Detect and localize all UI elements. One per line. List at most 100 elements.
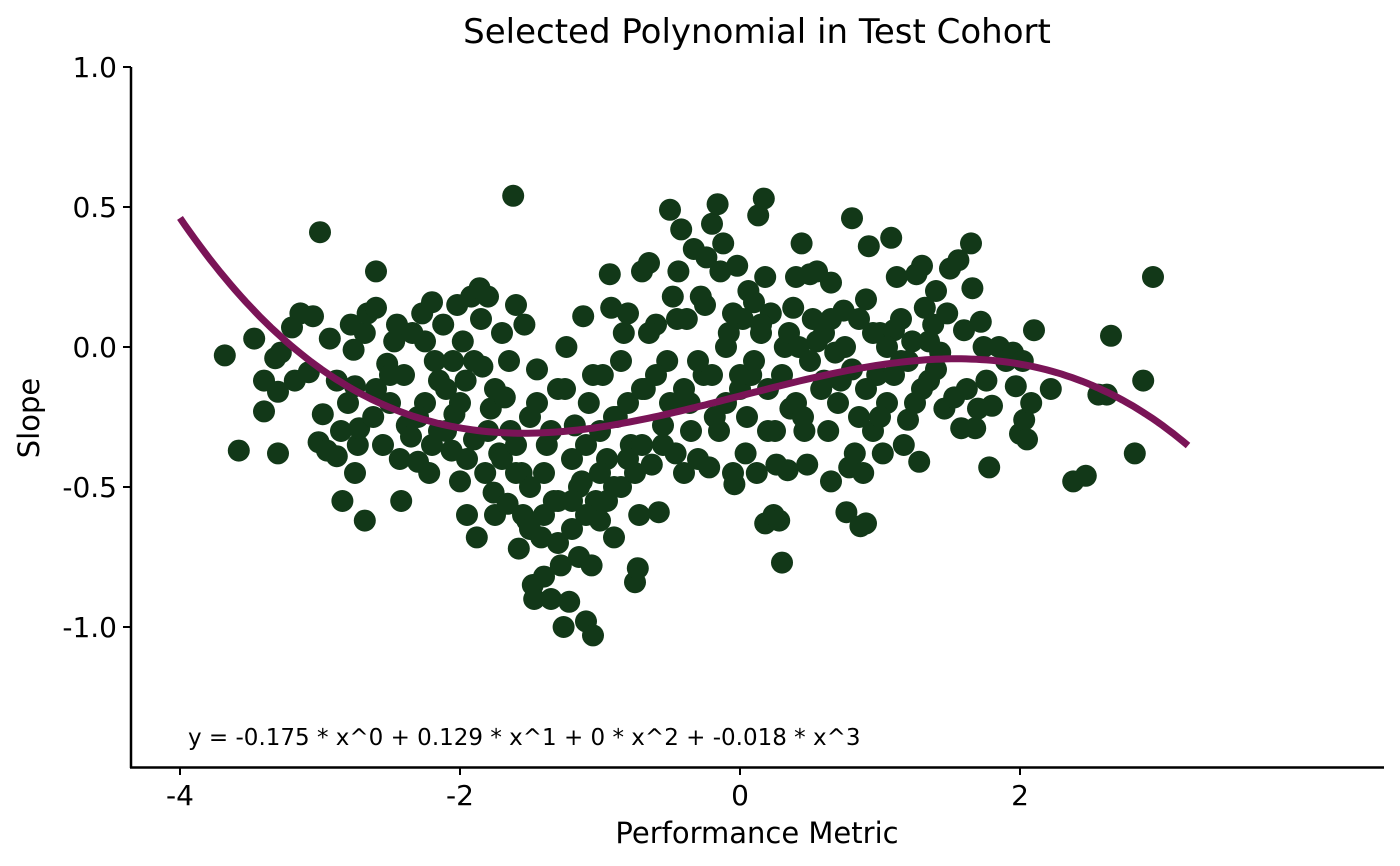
data-point-193 bbox=[848, 308, 870, 330]
x-tick-label-2: 0 bbox=[731, 779, 749, 812]
data-point-16 bbox=[309, 221, 331, 244]
data-point-223 bbox=[947, 249, 970, 272]
data-point-15 bbox=[311, 403, 334, 426]
data-point-239 bbox=[1004, 375, 1027, 398]
y-tick-label-1: -0.5 bbox=[62, 471, 117, 504]
data-point-161 bbox=[754, 266, 777, 288]
data-point-110 bbox=[603, 526, 625, 549]
data-point-294 bbox=[925, 358, 947, 381]
data-point-170 bbox=[776, 459, 799, 482]
data-point-125 bbox=[652, 414, 674, 437]
data-point-231 bbox=[969, 310, 992, 333]
data-point-47 bbox=[418, 462, 441, 484]
data-point-220 bbox=[936, 302, 959, 325]
y-tick-label-2: 0.0 bbox=[72, 331, 117, 364]
data-point-140 bbox=[698, 456, 721, 479]
x-tick-label-3: 2 bbox=[1011, 779, 1029, 812]
data-point-274 bbox=[645, 364, 667, 386]
y-tick-label-0: -1.0 bbox=[62, 611, 117, 644]
data-point-79 bbox=[513, 313, 536, 336]
data-point-229 bbox=[964, 417, 987, 440]
data-point-298 bbox=[456, 448, 478, 470]
data-point-326 bbox=[694, 294, 716, 316]
data-point-269 bbox=[575, 434, 597, 456]
data-point-40 bbox=[388, 448, 411, 470]
data-point-337 bbox=[533, 504, 555, 526]
data-point-321 bbox=[554, 378, 576, 400]
data-point-315 bbox=[386, 313, 408, 336]
data-point-149 bbox=[723, 473, 746, 496]
data-point-145 bbox=[712, 232, 735, 255]
data-point-99 bbox=[572, 305, 595, 328]
data-point-325 bbox=[666, 308, 688, 330]
data-point-202 bbox=[871, 442, 894, 465]
data-point-212 bbox=[908, 450, 931, 473]
data-point-158 bbox=[747, 204, 770, 227]
data-point-93 bbox=[555, 336, 578, 358]
data-point-234 bbox=[978, 456, 1001, 479]
data-point-245 bbox=[1023, 319, 1045, 342]
data-point-34 bbox=[365, 260, 387, 283]
data-point-306 bbox=[680, 420, 702, 442]
data-point-113 bbox=[612, 322, 635, 344]
data-point-157 bbox=[745, 462, 768, 484]
data-point-210 bbox=[901, 330, 924, 353]
data-point-27 bbox=[344, 462, 366, 484]
data-point-243 bbox=[1016, 428, 1038, 451]
data-point-226 bbox=[955, 378, 978, 400]
data-point-213 bbox=[911, 254, 933, 277]
data-point-144 bbox=[709, 260, 732, 283]
data-point-329 bbox=[778, 322, 800, 344]
data-point-109 bbox=[600, 296, 623, 319]
data-point-336 bbox=[519, 518, 541, 540]
data-point-253 bbox=[1132, 369, 1155, 392]
data-point-21 bbox=[330, 420, 352, 442]
data-point-184 bbox=[820, 271, 842, 294]
data-point-305 bbox=[652, 434, 674, 456]
data-point-251 bbox=[1100, 324, 1122, 347]
data-point-258 bbox=[421, 434, 443, 456]
data-point-273 bbox=[631, 378, 653, 400]
data-point-333 bbox=[890, 308, 912, 330]
data-point-297 bbox=[428, 369, 450, 392]
data-point-122 bbox=[640, 453, 663, 476]
data-point-124 bbox=[647, 501, 670, 524]
data-point-330 bbox=[806, 330, 828, 353]
data-point-62 bbox=[465, 526, 488, 549]
data-point-225 bbox=[953, 319, 975, 342]
data-point-263 bbox=[491, 448, 513, 470]
data-point-121 bbox=[638, 252, 660, 274]
data-point-289 bbox=[855, 378, 877, 400]
data-point-91 bbox=[549, 554, 572, 577]
data-point-261 bbox=[463, 350, 485, 372]
data-point-58 bbox=[454, 369, 477, 392]
fit-equation-annotation: y = -0.175 * x^0 + 0.129 * x^1 + 0 * x^2… bbox=[188, 725, 861, 751]
data-point-233 bbox=[975, 369, 998, 392]
data-point-177 bbox=[796, 453, 819, 476]
data-point-235 bbox=[981, 394, 1003, 417]
data-point-324 bbox=[638, 322, 660, 344]
data-point-23 bbox=[331, 490, 354, 512]
data-point-279 bbox=[715, 336, 737, 358]
data-point-228 bbox=[961, 277, 984, 300]
data-point-141 bbox=[701, 212, 723, 235]
data-point-3 bbox=[253, 400, 275, 423]
data-point-311 bbox=[820, 308, 842, 330]
data-point-332 bbox=[862, 322, 884, 344]
data-point-59 bbox=[456, 504, 478, 526]
data-point-252 bbox=[1123, 442, 1146, 465]
data-point-130 bbox=[667, 260, 690, 283]
data-point-248 bbox=[1074, 464, 1097, 487]
data-point-232 bbox=[972, 336, 995, 358]
data-point-331 bbox=[834, 336, 856, 358]
data-point-128 bbox=[661, 285, 684, 308]
data-point-131 bbox=[670, 218, 693, 241]
data-point-299 bbox=[484, 378, 506, 400]
data-point-83 bbox=[523, 588, 546, 610]
data-point-103 bbox=[582, 624, 604, 647]
data-point-295 bbox=[365, 378, 387, 400]
data-point-313 bbox=[876, 336, 898, 358]
data-point-214 bbox=[913, 296, 936, 319]
data-point-49 bbox=[423, 350, 446, 372]
data-point-309 bbox=[764, 420, 786, 442]
